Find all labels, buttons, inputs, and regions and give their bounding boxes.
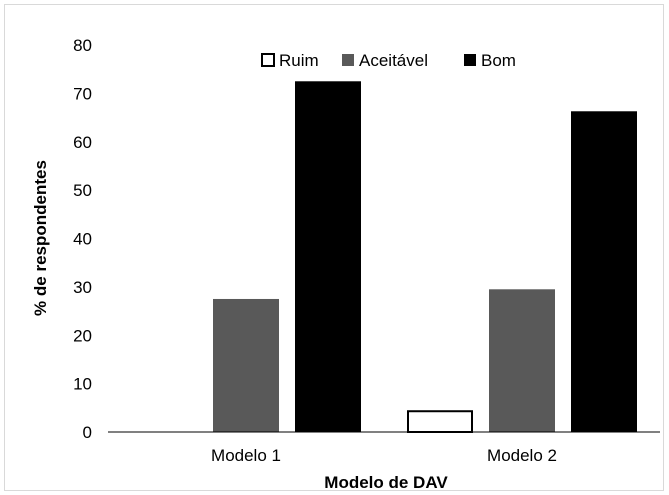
legend-label-ruim: Ruim [279,51,319,70]
y-tick-label: 10 [73,375,92,394]
bars [213,81,637,434]
y-tick-label: 30 [73,278,92,297]
y-tick-label: 20 [73,326,92,345]
y-tick-label: 50 [73,181,92,200]
y-tick-label: 60 [73,133,92,152]
legend-swatch-bom [464,54,476,66]
y-tick-label: 40 [73,230,92,249]
bar-ruim-2 [407,410,473,434]
x-axis-title: Modelo de DAV [324,473,448,492]
y-tick-label: 0 [83,423,92,442]
y-axis-ticks: 0 10 20 30 40 50 60 70 80 [73,36,92,442]
y-tick-label: 70 [73,84,92,103]
legend-swatch-aceitavel [342,54,354,66]
x-tick-label: Modelo 1 [211,446,281,465]
legend-label-aceitavel: Aceitável [359,51,428,70]
bar-aceitavel-1 [213,298,279,432]
x-tick-label: Modelo 2 [487,446,557,465]
x-axis-ticks: Modelo 1 Modelo 2 [211,446,557,465]
legend: Ruim Aceitável Bom [261,51,516,70]
bar-aceitavel-2 [489,289,555,432]
y-tick-label: 80 [73,36,92,55]
y-axis-title: % de respondentes [31,160,50,316]
bar-bom-2 [571,111,637,433]
legend-label-bom: Bom [481,51,516,70]
legend-swatch-ruim [261,53,275,67]
bar-bom-1 [295,81,361,432]
